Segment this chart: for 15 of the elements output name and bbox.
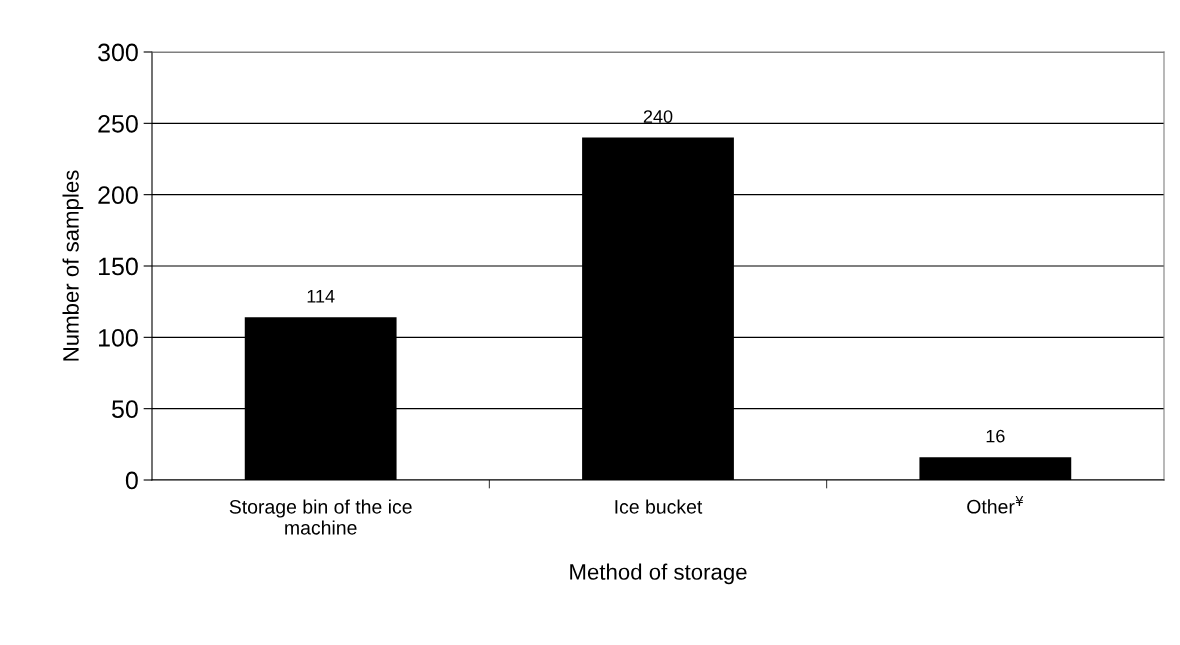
data-label: 240 <box>643 110 673 123</box>
data-label: 114 <box>307 290 335 303</box>
y-tick-label: 100 <box>99 328 138 347</box>
y-tick-label: 50 <box>112 400 138 418</box>
data-label: 16 <box>986 429 1005 443</box>
y-tick-label: 150 <box>99 257 138 276</box>
x-tick-label: Ice bucket <box>615 499 703 514</box>
y-tick-label: 250 <box>98 114 138 133</box>
x-tick-label: Other$^{¥}$ <box>967 496 1024 514</box>
y-tick-label: 0 <box>125 471 138 490</box>
x-axis-title: Method of storage <box>570 563 747 585</box>
y-tick-label: 300 <box>98 43 138 62</box>
x-tick-label: Storage bin of the ice machine <box>229 499 412 535</box>
y-tick-label: 200 <box>98 186 138 204</box>
y-axis-title: Number of samples <box>62 170 84 361</box>
